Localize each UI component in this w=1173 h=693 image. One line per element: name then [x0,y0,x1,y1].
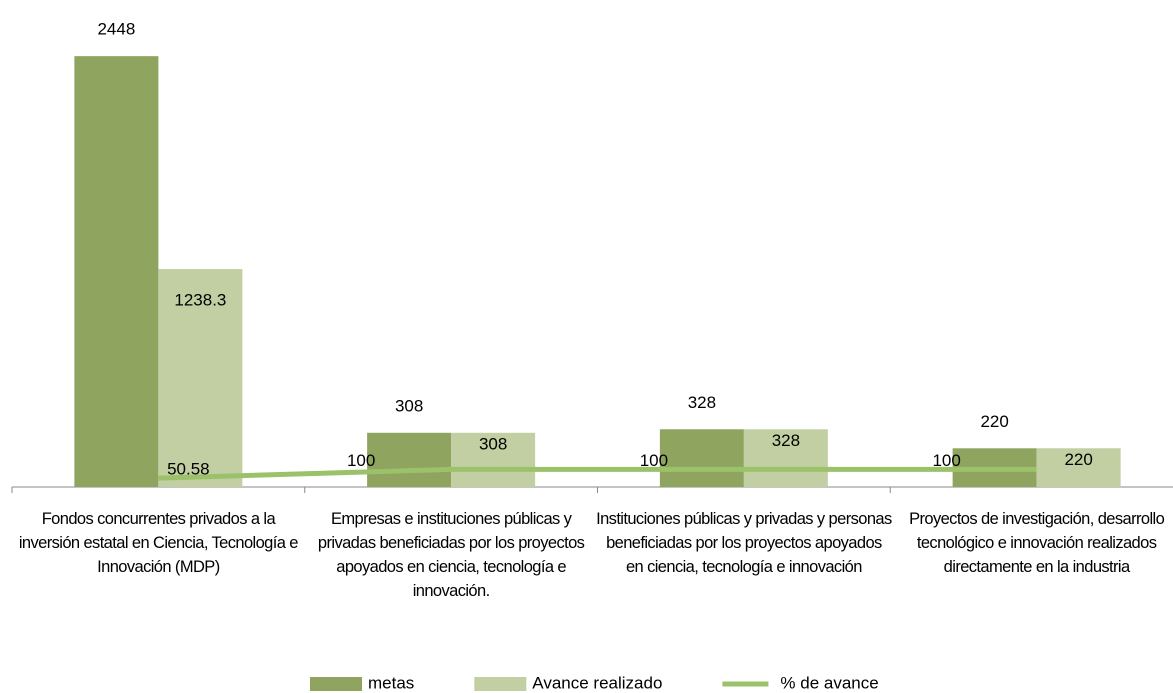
data-label: 2448 [97,20,135,39]
line-label: 100 [640,451,668,470]
x-tick-label: Instituciones públicas y privadas y pers… [596,510,892,576]
bar [158,269,243,487]
legend-label: Avance realizado [532,673,662,692]
legend-swatch [474,677,527,691]
data-label: 328 [772,431,800,450]
bar [1036,448,1121,487]
legend-label: metas [368,673,414,692]
line-label: 100 [347,451,375,470]
data-label: 328 [688,393,716,412]
bar [367,432,452,487]
data-label: 220 [980,412,1008,431]
bar [74,56,159,487]
bar [743,429,828,487]
x-tick-label: Empresas e instituciones públicas y priv… [317,510,585,600]
data-label: 220 [1064,450,1092,469]
line [158,466,1037,481]
line-label: 100 [932,451,960,470]
x-tick-label: Proyectos de investigación, desarrollo t… [909,510,1165,576]
data-label: 308 [479,434,507,453]
line-label: 50.58 [167,460,210,479]
legend-label: % de avance [780,673,878,692]
bar [451,432,536,487]
data-label: 308 [395,396,423,415]
data-label: 1238.3 [174,291,226,310]
legend-swatch [310,677,362,691]
bar [659,429,744,487]
x-tick-label: Fondos concurrentes privados a la invers… [18,510,299,576]
